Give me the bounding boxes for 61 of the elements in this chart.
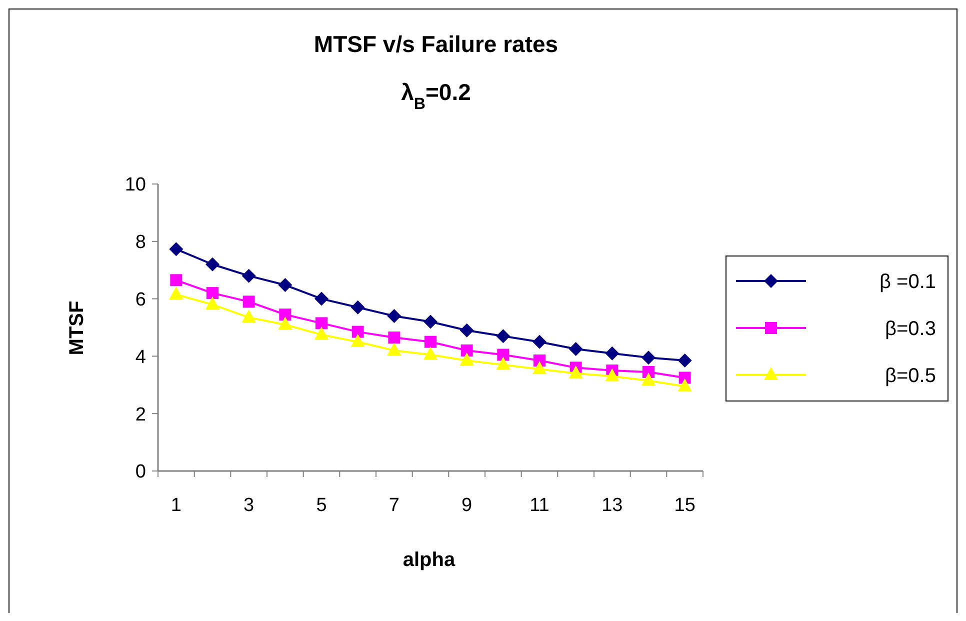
point	[424, 336, 436, 348]
point	[314, 326, 328, 340]
point	[242, 309, 256, 322]
chart-subtitle: λ$_{B}$=0.2	[401, 79, 471, 113]
point	[387, 309, 402, 324]
point	[388, 332, 400, 344]
point	[352, 326, 364, 338]
point	[532, 334, 546, 349]
y-axis-title: MTSF	[66, 300, 88, 356]
point	[350, 300, 365, 314]
y-tick-label: 6	[135, 289, 146, 310]
x-axis-title: alpha	[402, 549, 456, 571]
point	[278, 316, 292, 330]
point	[460, 352, 474, 366]
y-tick-label: 2	[135, 404, 146, 426]
chart-title: MTSF v/s Failure rates	[314, 31, 558, 57]
point	[170, 274, 182, 286]
point	[532, 361, 546, 374]
point	[678, 372, 691, 384]
point	[460, 344, 473, 356]
point	[387, 342, 402, 356]
y-tick-label: 4	[135, 346, 146, 368]
text: β=0.5	[885, 365, 936, 387]
point	[242, 296, 255, 308]
point	[206, 257, 220, 272]
y-tick-label: 8	[135, 232, 146, 254]
point	[279, 308, 292, 321]
text: β=0.3	[885, 318, 936, 340]
x-tick-label: 1	[170, 495, 182, 516]
point	[424, 346, 438, 360]
point	[678, 378, 692, 392]
point	[605, 368, 620, 382]
text: β =0.1	[879, 271, 936, 293]
point	[424, 314, 438, 329]
point	[496, 329, 510, 344]
point	[497, 348, 510, 361]
x-tick-label: 5	[316, 495, 327, 516]
point	[314, 292, 328, 306]
x-tick-label: 7	[388, 495, 400, 516]
x-tick-label: 3	[244, 495, 254, 516]
x-tick-label: 15	[674, 495, 696, 516]
point	[568, 342, 583, 356]
point	[316, 317, 328, 330]
point	[605, 346, 620, 360]
point	[278, 278, 292, 292]
point	[678, 354, 692, 368]
point	[642, 372, 656, 386]
point	[460, 323, 474, 338]
x-tick-label: 9	[462, 495, 472, 516]
point	[206, 287, 218, 300]
point	[169, 242, 184, 256]
x-tick-label: 11	[530, 495, 550, 516]
point	[568, 365, 583, 378]
y-tick-label: 10	[124, 174, 146, 196]
point	[496, 356, 510, 370]
point	[206, 296, 220, 310]
point	[242, 268, 256, 283]
point	[350, 334, 365, 347]
point	[642, 350, 656, 365]
y-tick-label: 0	[135, 462, 146, 483]
x-tick-label: 13	[602, 495, 623, 516]
